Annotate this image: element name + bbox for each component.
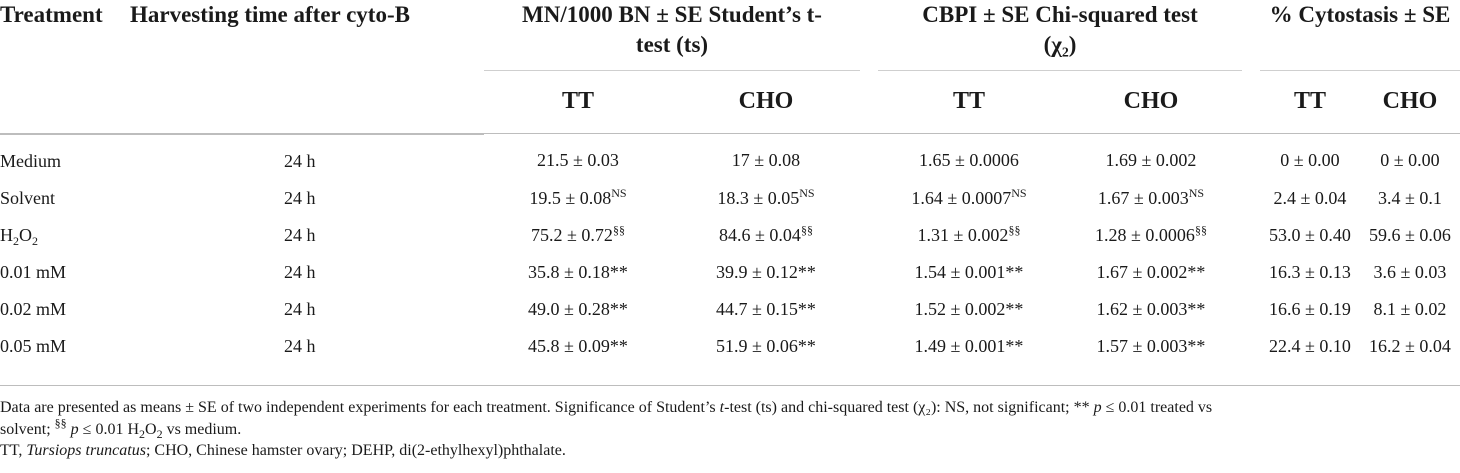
cell-cbpi-tt: 1.65 ± 0.0006 [919,150,1019,171]
header-row-2: TT CHO TT CHO TT CHO [0,70,1460,133]
col-header-treatment: Treatment [0,2,103,27]
results-table: Treatment Harvesting time after cyto-B M… [0,0,1460,365]
mn-header-line2: test (ts) [635,32,709,57]
table-footnotes: Data are presented as means ± SE of two … [0,397,1460,462]
cell-cbpi-cho: 1.62 ± 0.003** [1096,298,1206,319]
cell-mn-tt: 49.0 ± 0.28** [528,298,628,319]
cell-mn-cho: 17 ± 0.08 [731,150,801,171]
cell-cbpi-tt: 1.54 ± 0.001** [914,261,1024,282]
cell-mn-tt: 35.8 ± 0.18** [528,261,628,282]
cell-treatment: Solvent [0,187,56,208]
cell-treatment: Medium [0,150,61,171]
col-header-cytostasis: % Cytostasis ± SE [1260,0,1460,71]
cell-cbpi-cho: 1.28 ± 0.0006§§ [1095,222,1207,245]
cell-mn-cho: 39.9 ± 0.12** [716,261,816,282]
footnote-1: Data are presented as means ± SE of two … [0,399,1213,416]
cell-cbpi-cho: 1.67 ± 0.003NS [1097,185,1205,208]
cell-cbpi-tt: 1.64 ± 0.0007NS [911,185,1027,208]
cell-mn-cho: 51.9 ± 0.06** [716,335,816,356]
cell-cyto-cho: 16.2 ± 0.04 [1369,335,1451,356]
cell-mn-cho: 84.6 ± 0.04§§ [719,222,813,245]
cell-cyto-cho: 8.1 ± 0.02 [1373,298,1447,319]
cell-cyto-tt: 16.3 ± 0.13 [1269,261,1351,282]
table-row: 0.01 mM 24 h 35.8 ± 0.18** 39.9 ± 0.12** 1.5… [0,254,1460,291]
cell-cyto-cho: 0 ± 0.00 [1380,150,1440,171]
cell-cyto-tt: 0 ± 0.00 [1280,150,1340,171]
cell-cbpi-tt: 1.31 ± 0.002§§ [917,222,1021,245]
cell-treatment: 0.01 mM [0,261,67,282]
table-row: Solvent 24 h 19.5 ± 0.08NS 18.3 ± 0.05NS 1.6… [0,180,1460,217]
cell-cbpi-tt: 1.49 ± 0.001** [914,335,1024,356]
table-body: Medium 24 h 21.5 ± 0.03 17 ± 0.08 1.65 ± 0.0… [0,134,1460,365]
subheader-mn-cho: CHO [738,88,794,114]
subheader-cyto-cho: CHO [1382,88,1438,114]
cell-cbpi-tt: 1.52 ± 0.002** [914,298,1024,319]
subheader-cyto-tt: TT [1293,88,1326,114]
cell-time: 24 h [284,261,316,282]
subheader-mn-tt: TT [561,88,594,114]
subheader-cbpi-cho: CHO [1123,88,1179,114]
cell-cyto-tt: 16.6 ± 0.19 [1269,298,1351,319]
cell-mn-tt: 45.8 ± 0.09** [528,335,628,356]
col-header-mn: MN/1000 BN ± SE Student’s t- test (ts) [484,0,860,71]
cell-cyto-cho: 3.4 ± 0.1 [1378,187,1442,208]
subheader-cbpi-tt: TT [952,88,985,114]
cell-cbpi-cho: 1.57 ± 0.003** [1096,335,1206,356]
cell-treatment: 0.02 mM [0,298,67,319]
col-header-cbpi: CBPI ± SE Chi-squared test (χ₂) [878,0,1242,71]
cell-mn-cho: 18.3 ± 0.05NS [717,185,815,208]
cell-time: 24 h [284,224,316,245]
table-row: Medium 24 h 21.5 ± 0.03 17 ± 0.08 1.65 ± 0.0… [0,134,1460,180]
cell-cbpi-cho: 1.67 ± 0.002** [1096,261,1206,282]
cell-cyto-tt: 53.0 ± 0.40 [1269,224,1351,245]
mn-header-line1: MN/1000 BN ± SE Student’s t- [522,2,822,27]
header-row-1: Treatment Harvesting time after cyto-B M… [0,0,1460,71]
footnote-2: solvent; §§ p ≤ 0.01 H2O2 vs medium. [0,415,242,441]
cell-time: 24 h [284,298,316,319]
cell-cbpi-cho: 1.69 ± 0.002 [1105,150,1197,171]
table-row: H2O2 24 h 75.2 ± 0.72§§ 84.6 ± 0.04§§ 1.31 ±… [0,217,1460,254]
cell-treatment: 0.05 mM [0,335,67,356]
col-header-harvesting: Harvesting time after cyto-B [130,2,410,27]
table-row: 0.05 mM 24 h 45.8 ± 0.09** 51.9 ± 0.06** 1.4… [0,328,1460,365]
table-row: 0.02 mM 24 h 49.0 ± 0.28** 44.7 ± 0.15** 1.5… [0,291,1460,328]
cell-mn-tt: 75.2 ± 0.72§§ [531,222,625,245]
cbpi-header-line2: (χ₂) [1043,32,1077,57]
cell-treatment: H2O2 [0,224,38,248]
cell-cyto-tt: 2.4 ± 0.04 [1273,187,1347,208]
cell-cyto-cho: 59.6 ± 0.06 [1369,224,1451,245]
cell-cyto-cho: 3.6 ± 0.03 [1373,261,1447,282]
cell-mn-cho: 44.7 ± 0.15** [716,298,816,319]
cell-mn-tt: 19.5 ± 0.08NS [529,185,627,208]
cell-mn-tt: 21.5 ± 0.03 [537,150,619,171]
cell-time: 24 h [284,187,316,208]
cell-cyto-tt: 22.4 ± 0.10 [1269,335,1351,356]
cell-time: 24 h [284,150,316,171]
cbpi-header-line1: CBPI ± SE Chi-squared test [922,2,1198,27]
table-bottom-rule [0,385,1460,386]
cell-time: 24 h [284,335,316,356]
footnote-3: TT, Tursiops truncatus; CHO, Chinese ham… [0,442,566,459]
